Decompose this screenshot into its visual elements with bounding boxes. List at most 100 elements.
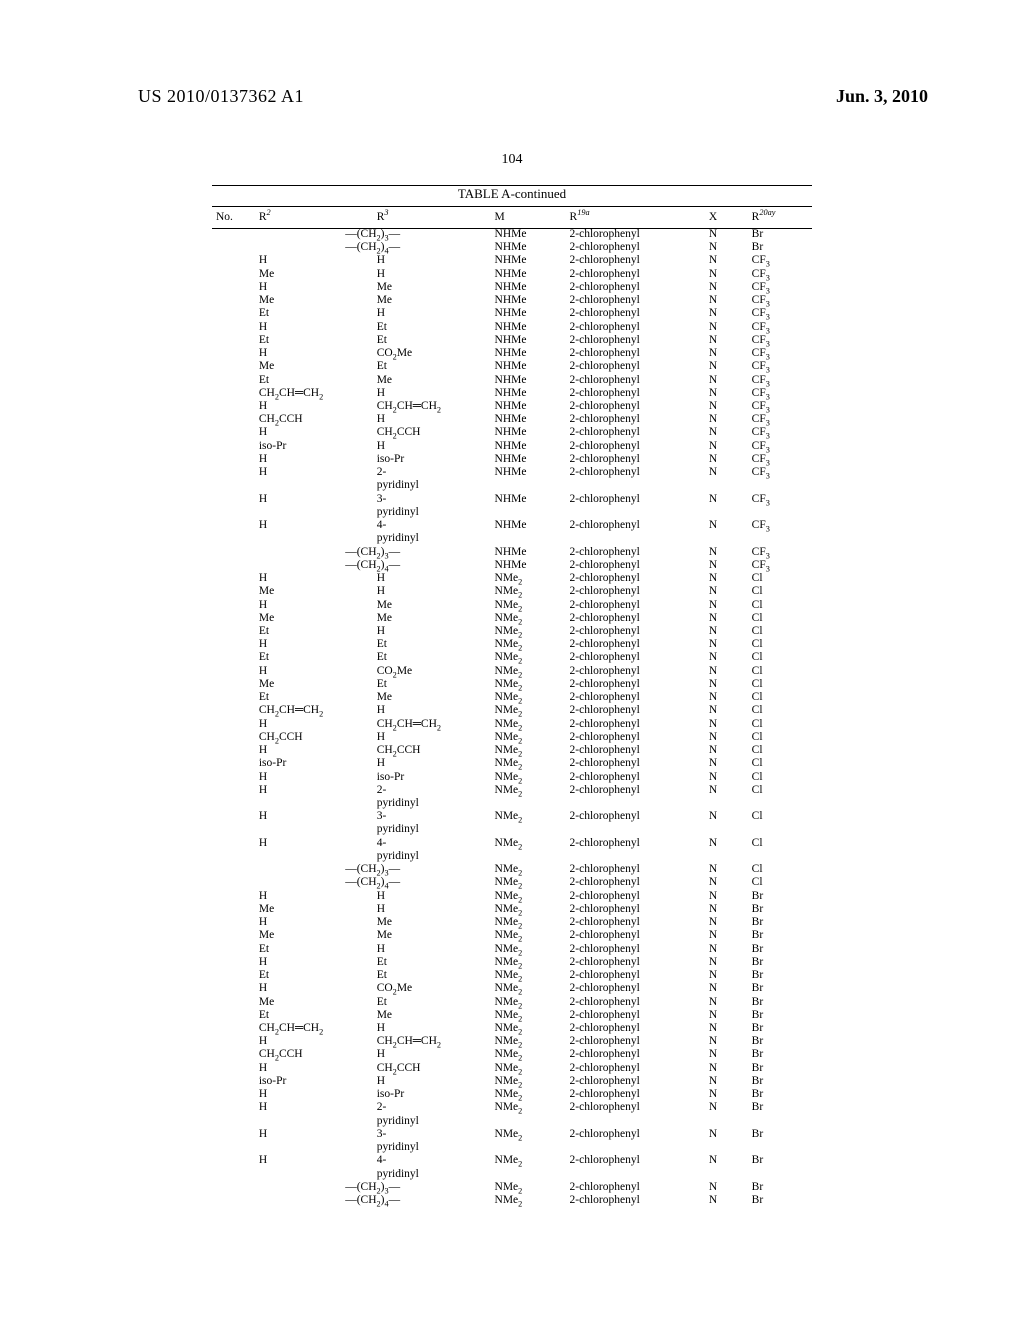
cell-r2: H [255, 638, 373, 651]
cell-r20: CF3 [748, 466, 812, 479]
cell-r3: 3- [373, 492, 491, 505]
cell-no [212, 254, 255, 267]
cell-x: N [705, 744, 748, 757]
cell-r20: Br [748, 969, 812, 982]
cell-no [212, 492, 255, 505]
cell-m: NHMe [491, 439, 566, 452]
cell-r20 [748, 479, 812, 492]
cell-r2: H [255, 810, 373, 823]
table-row: iso-PrHNMe22-chlorophenylNBr [212, 1075, 812, 1088]
cell-r20 [748, 1167, 812, 1180]
table-row: CH2CCHHNMe22-chlorophenylNBr [212, 1048, 812, 1061]
cell-r20: CF3 [748, 559, 812, 572]
cell-m: NHMe [491, 400, 566, 413]
cell-r20: Cl [748, 611, 812, 624]
cell-r2 [255, 532, 373, 545]
cell-x [705, 850, 748, 863]
cell-r3: Et [373, 638, 491, 651]
cell-no [212, 823, 255, 836]
cell-m: NMe2 [491, 1194, 566, 1207]
cell-r2: H [255, 1128, 373, 1141]
cell-r3: H [373, 903, 491, 916]
cell-r19: 2-chlorophenyl [566, 267, 705, 280]
cell-r3: CO2Me [373, 664, 491, 677]
cell-r20: CF3 [748, 360, 812, 373]
table-row: EtHNHMe2-chlorophenylNCF3 [212, 307, 812, 320]
cell-x: N [705, 559, 748, 572]
cell-x [705, 506, 748, 519]
cell-x: N [705, 1181, 748, 1194]
cell-r3: pyridinyl [373, 479, 491, 492]
cell-r2r3: —(CH2)4— [255, 876, 491, 889]
cell-x: N [705, 889, 748, 902]
cell-r2r3: —(CH2)4— [255, 241, 491, 254]
cell-r20: CF3 [748, 294, 812, 307]
cell-x: N [705, 360, 748, 373]
table-row: HCO2MeNMe22-chlorophenylNCl [212, 664, 812, 677]
cell-r19: 2-chlorophenyl [566, 876, 705, 889]
cell-m: NMe2 [491, 1061, 566, 1074]
cell-r2: H [255, 254, 373, 267]
cell-m: NHMe [491, 492, 566, 505]
cell-m: NMe2 [491, 1154, 566, 1167]
cell-r20: Br [748, 1061, 812, 1074]
cell-x: N [705, 982, 748, 995]
cell-no [212, 1035, 255, 1048]
cell-r2: CH2CCH [255, 731, 373, 744]
cell-r20: CF3 [748, 400, 812, 413]
table-row: CH2CH═CH2HNMe22-chlorophenylNBr [212, 1022, 812, 1035]
cell-m: NMe2 [491, 982, 566, 995]
cell-r2: Me [255, 995, 373, 1008]
cell-m: NMe2 [491, 836, 566, 849]
cell-x: N [705, 598, 748, 611]
cell-r20 [748, 797, 812, 810]
table-title: TABLE A-continued [212, 186, 812, 202]
cell-m: NMe2 [491, 1088, 566, 1101]
cell-r20: Cl [748, 757, 812, 770]
table-row: iso-PrHNMe22-chlorophenylNCl [212, 757, 812, 770]
cell-no [212, 836, 255, 849]
cell-r3: Et [373, 320, 491, 333]
cell-r2: Et [255, 334, 373, 347]
cell-r19: 2-chlorophenyl [566, 519, 705, 532]
table-row: HCH2CCHNMe22-chlorophenylNBr [212, 1061, 812, 1074]
cell-r2: Me [255, 360, 373, 373]
cell-r2: Et [255, 373, 373, 386]
cell-x: N [705, 320, 748, 333]
cell-r20: CF3 [748, 267, 812, 280]
table-row: HMeNMe22-chlorophenylNCl [212, 598, 812, 611]
cell-m: NMe2 [491, 1128, 566, 1141]
table-row: —(CH2)4—NMe22-chlorophenylNCl [212, 876, 812, 889]
cell-r3: Et [373, 956, 491, 969]
cell-m [491, 823, 566, 836]
cell-no [212, 1154, 255, 1167]
cell-r2: Me [255, 903, 373, 916]
cell-r19: 2-chlorophenyl [566, 889, 705, 902]
cell-r3: Et [373, 360, 491, 373]
cell-r20: Cl [748, 651, 812, 664]
cell-r19: 2-chlorophenyl [566, 810, 705, 823]
cell-r19: 2-chlorophenyl [566, 386, 705, 399]
cell-r3: H [373, 1048, 491, 1061]
cell-r19: 2-chlorophenyl [566, 1181, 705, 1194]
table-row: H2-NHMe2-chlorophenylNCF3 [212, 466, 812, 479]
cell-m: NMe2 [491, 1008, 566, 1021]
cell-no [212, 1167, 255, 1180]
cell-r20: Br [748, 1181, 812, 1194]
cell-r19: 2-chlorophenyl [566, 1048, 705, 1061]
cell-x [705, 1141, 748, 1154]
cell-r20: Cl [748, 731, 812, 744]
cell-r19 [566, 1114, 705, 1127]
cell-m: NMe2 [491, 969, 566, 982]
cell-x: N [705, 1022, 748, 1035]
cell-r2: iso-Pr [255, 1075, 373, 1088]
cell-no [212, 413, 255, 426]
page-number: 104 [0, 152, 1024, 168]
cell-x: N [705, 386, 748, 399]
cell-x: N [705, 810, 748, 823]
cell-r2: H [255, 1101, 373, 1114]
cell-r20: Br [748, 995, 812, 1008]
cell-r19 [566, 532, 705, 545]
cell-r2: H [255, 717, 373, 730]
cell-r19: 2-chlorophenyl [566, 320, 705, 333]
